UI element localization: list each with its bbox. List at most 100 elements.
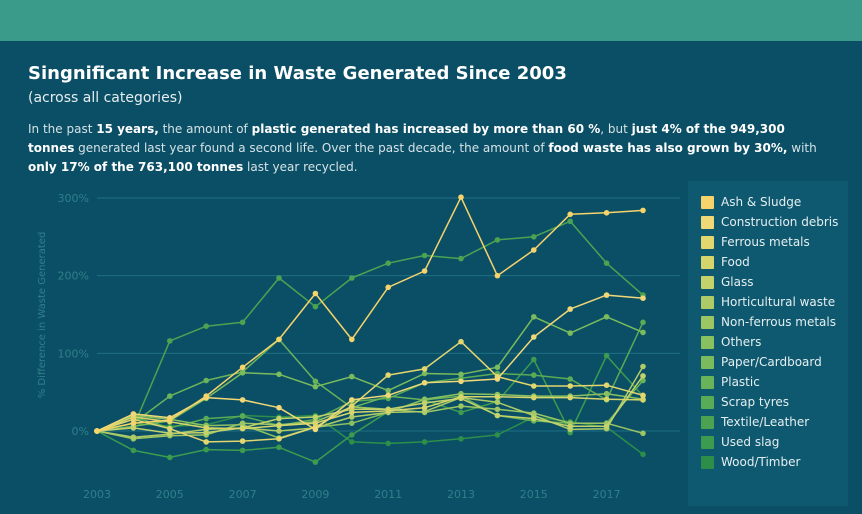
data-point: [203, 446, 209, 453]
legend-item[interactable]: Horticultural waste: [701, 294, 835, 310]
data-point: [167, 454, 173, 461]
y-axis-ticks: 300% 200% 100% 0%: [58, 192, 89, 438]
data-point: [130, 447, 137, 454]
series-line: [96, 340, 644, 443]
data-point: [349, 397, 355, 403]
legend-item[interactable]: Others: [701, 334, 761, 350]
desc-highlight: food waste has also grown by 30%,: [548, 141, 788, 155]
data-point: [603, 390, 610, 397]
data-point: [458, 403, 464, 409]
legend-item[interactable]: Used slag: [701, 434, 779, 450]
legend-label: Used slag: [721, 435, 780, 449]
legend-item[interactable]: Food: [701, 254, 750, 270]
data-point: [421, 400, 428, 406]
x-tick-label: 2011: [374, 488, 402, 501]
series-line: [96, 392, 644, 439]
x-axis-ticks: 2003 2005 2007 2009 2011 2013 2015 2017: [83, 488, 621, 501]
line-chart: 300%200%100%0% 2003 2005 2007 2009 2011 2013 2…: [37, 192, 680, 501]
data-point: [603, 352, 610, 359]
data-point: [531, 415, 537, 422]
data-point: [531, 356, 537, 363]
legend-item[interactable]: Scrap tyres: [701, 394, 789, 410]
data-point: [603, 396, 610, 402]
data-point: [239, 438, 246, 444]
legend-swatch: [701, 415, 714, 429]
data-point: [349, 432, 355, 438]
data-point: [458, 371, 464, 378]
data-point: [349, 420, 355, 426]
legend-item[interactable]: Wood/Timber: [701, 454, 800, 470]
x-tick-label: 2013: [447, 488, 475, 501]
data-point: [276, 428, 282, 434]
data-point: [603, 260, 610, 266]
desc-highlight: 15 years,: [96, 122, 159, 136]
desc-highlight: just 4% of the 949,300 tonnes: [28, 122, 785, 155]
data-point: [458, 338, 464, 345]
data-point: [567, 306, 573, 312]
data-point: [531, 247, 537, 253]
data-point: [203, 429, 209, 436]
data-point: [421, 366, 428, 372]
data-point: [603, 210, 610, 216]
legend-item[interactable]: Non-ferrous metals: [701, 314, 836, 330]
data-point: [494, 432, 501, 438]
data-point: [276, 404, 282, 411]
legend-item[interactable]: Textile/Leather: [701, 414, 809, 430]
data-point: [130, 420, 137, 426]
data-point: [421, 370, 428, 377]
data-point: [167, 338, 173, 344]
data-point: [385, 408, 392, 414]
data-point: [640, 373, 646, 379]
legend-swatch: [701, 395, 714, 409]
data-point: [640, 207, 646, 214]
legend-item[interactable]: Glass: [701, 274, 754, 290]
x-tick-label: 2017: [593, 488, 621, 501]
data-point: [458, 394, 464, 400]
data-point: [458, 194, 464, 200]
data-point: [567, 383, 573, 389]
data-point: [421, 439, 428, 445]
legend-item[interactable]: Ash & Sludge: [701, 194, 801, 210]
data-point: [203, 415, 209, 422]
chart-subtitle: (across all categories): [28, 90, 183, 106]
legend-label: Ash & Sludge: [721, 195, 802, 209]
desc-highlight: only 17% of the 763,100 tonnes: [28, 160, 244, 174]
data-point: [312, 414, 319, 420]
data-point: [312, 378, 319, 385]
data-point: [239, 364, 246, 371]
data-point: [567, 218, 573, 225]
data-point: [494, 376, 501, 382]
series-lines: [94, 194, 646, 465]
legend-swatch: [701, 235, 714, 249]
data-point: [421, 268, 428, 274]
data-point: [239, 420, 246, 426]
series-ferrous-metals: [94, 338, 646, 445]
data-point: [458, 255, 464, 262]
data-point: [239, 370, 246, 376]
legend-swatch: [701, 455, 714, 469]
data-point: [494, 399, 501, 406]
legend-item[interactable]: Paper/Cardboard: [701, 354, 822, 370]
legend-label: Ferrous metals: [721, 235, 810, 249]
legend-item[interactable]: Ferrous metals: [701, 234, 810, 250]
data-point: [421, 252, 428, 259]
legend-item[interactable]: Construction debris: [701, 214, 838, 230]
data-point: [94, 428, 100, 434]
y-tick-label: 100%: [58, 347, 89, 360]
data-point: [531, 234, 537, 240]
data-point: [640, 430, 646, 437]
y-tick-label: 300%: [58, 192, 89, 205]
data-point: [385, 392, 392, 399]
data-point: [603, 382, 610, 388]
data-point: [276, 436, 282, 442]
legend-swatch: [701, 375, 714, 389]
legend-item[interactable]: Plastic: [701, 374, 760, 390]
data-point: [567, 330, 573, 336]
desc-text: the amount of: [158, 122, 252, 136]
desc-text: In the past: [28, 122, 97, 136]
data-point: [349, 336, 355, 343]
legend-label: Food: [721, 255, 750, 269]
data-point: [603, 314, 610, 320]
legend-label: Paper/Cardboard: [721, 355, 822, 369]
data-point: [567, 394, 573, 401]
